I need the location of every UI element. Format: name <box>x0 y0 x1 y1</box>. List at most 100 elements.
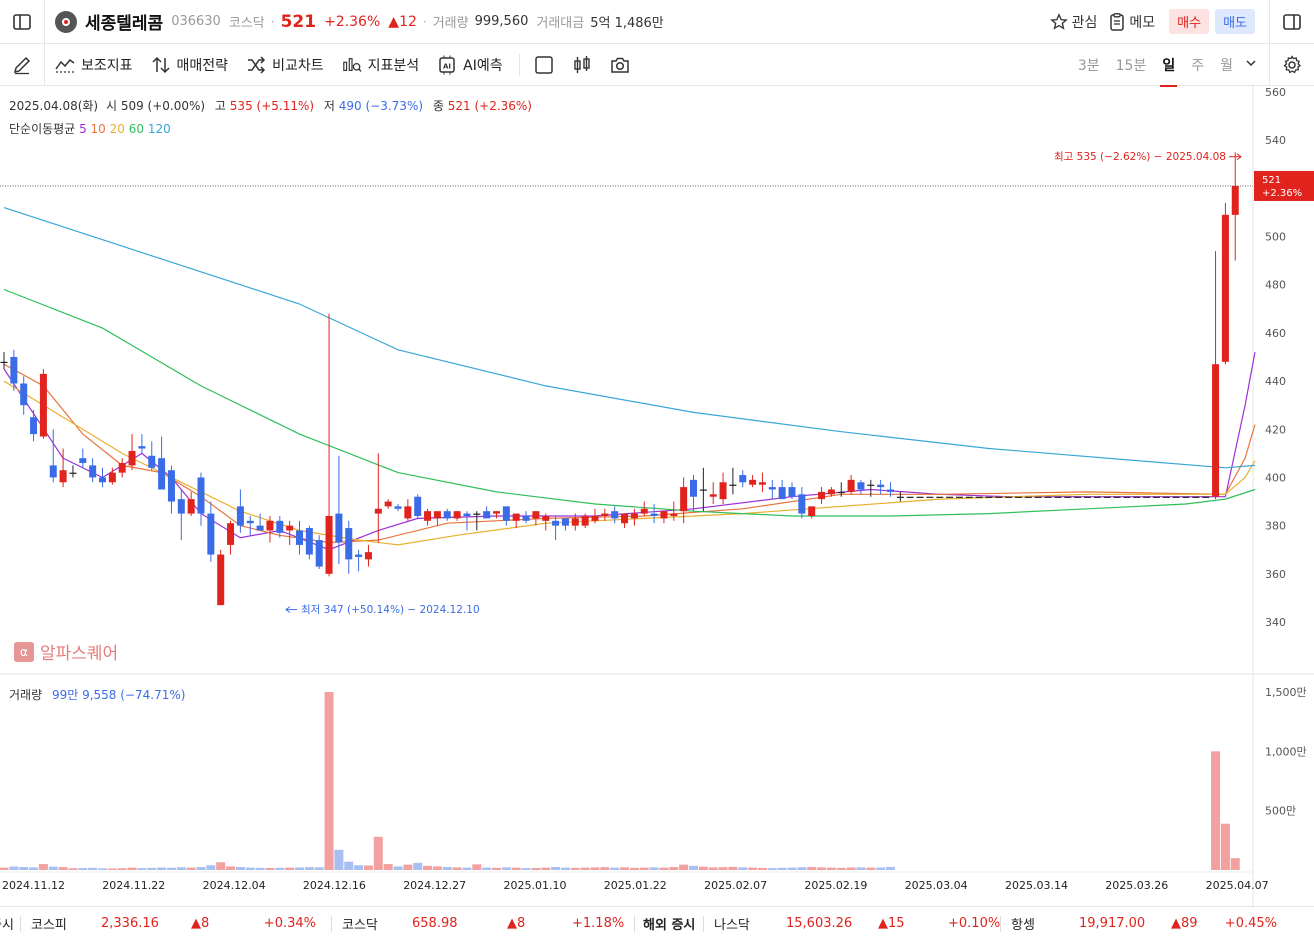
date-tick-label: 2024.12.27 <box>403 879 466 892</box>
tool-indicators[interactable]: 보조지표 <box>55 55 133 75</box>
volume-bar <box>570 867 580 870</box>
volume-bar <box>58 867 68 870</box>
candle-body <box>778 487 786 500</box>
volume-bar <box>836 867 846 870</box>
layout-button[interactable] <box>534 55 554 75</box>
period-week[interactable]: 주 <box>1191 57 1205 74</box>
period-3min[interactable]: 3분 <box>1077 57 1100 74</box>
date-tick-label: 2025.01.10 <box>504 879 567 892</box>
settings-button[interactable] <box>1270 44 1314 86</box>
volume-bar <box>48 866 58 870</box>
candle-body <box>729 484 737 486</box>
candle-body <box>611 511 619 519</box>
pencil-icon <box>13 56 31 74</box>
volume-tick-label: 500만 <box>1265 805 1296 818</box>
gear-icon <box>1283 54 1302 73</box>
tool-analysis[interactable]: 지표분석 <box>342 55 419 75</box>
candle-body <box>1034 496 1042 498</box>
candle-body <box>0 361 8 364</box>
volume-bar <box>29 867 39 870</box>
volume-bar <box>472 864 482 870</box>
candle-body <box>1024 496 1032 498</box>
ma-10-line <box>3 363 1256 544</box>
candle-body <box>256 525 264 531</box>
divider <box>634 915 635 932</box>
candle-body <box>177 499 185 514</box>
ticker-item-overseas[interactable]: 해외 증시 <box>635 914 695 933</box>
candle-body <box>867 484 875 486</box>
candle-body <box>424 511 432 521</box>
candle-body <box>975 496 983 498</box>
memo-button[interactable]: 메모 <box>1109 12 1155 32</box>
candle-body <box>1103 496 1111 498</box>
ticker-item[interactable]: 증시 <box>0 914 20 933</box>
watch-label: 관심 <box>1071 14 1098 31</box>
stock-name[interactable]: 세종텔레콤 <box>85 14 164 34</box>
period-more-dropdown[interactable] <box>1245 57 1257 73</box>
candle-body <box>1005 496 1013 498</box>
price-chart[interactable]: 5605405004804604404204003803603401,500만1… <box>0 86 1314 906</box>
high-arrow-head <box>1236 153 1242 161</box>
ticker-item-kosdaq[interactable]: 코스닥 658.98 ▲8 +1.18% <box>332 914 624 933</box>
ticker-item-hangseng[interactable]: 항셍 19,917.00 ▲89 +0.45% <box>1001 914 1301 933</box>
candle-body <box>906 496 914 498</box>
volume-bar <box>1211 751 1221 870</box>
tool-strategy[interactable]: 매매전략 <box>151 55 228 75</box>
sidebar-toggle-button[interactable] <box>0 0 44 44</box>
candle-body <box>926 496 934 498</box>
watch-button[interactable]: 관심 <box>1049 12 1098 32</box>
volume-legend-label: 거래량 <box>9 688 43 702</box>
volume-bar <box>817 867 827 870</box>
candle-body <box>768 487 776 490</box>
candle-body <box>1143 496 1151 498</box>
ticker-change: ▲8 <box>507 916 526 931</box>
right-panel-toggle-button[interactable] <box>1270 0 1314 44</box>
candle-body <box>818 491 826 500</box>
volume-bar <box>649 867 659 870</box>
volume-bar <box>393 866 403 870</box>
candle-body <box>591 516 599 521</box>
draw-tool-button[interactable] <box>0 44 44 86</box>
volume-bar <box>846 867 856 870</box>
candle-body <box>1123 496 1131 498</box>
tool-ai-forecast[interactable]: AI AI예측 <box>437 55 503 75</box>
ticker-change-value: 8 <box>517 916 526 931</box>
screenshot-button[interactable] <box>610 56 630 74</box>
period-day[interactable]: 일 <box>1160 55 1178 87</box>
ticker-item-nasdaq[interactable]: 나스닥 15,603.26 ▲15 +0.10% <box>704 914 1000 933</box>
star-icon <box>1049 12 1068 30</box>
candle-body <box>1015 496 1023 498</box>
candle-body <box>315 540 323 567</box>
buy-button[interactable]: 매수 <box>1169 9 1210 34</box>
volume-bar <box>876 867 886 870</box>
chart-area[interactable]: 560 540 500 480 460 440 420 400 380 360 340 1,500만 1… <box>0 86 1314 906</box>
volume-bar <box>403 864 413 870</box>
volume-bar <box>659 867 669 870</box>
candle-body <box>946 496 954 498</box>
open-label: 시 <box>105 99 117 113</box>
candle-body <box>167 470 175 502</box>
sell-button[interactable]: 매도 <box>1215 9 1255 34</box>
candle-body <box>827 489 835 495</box>
ma-legend[interactable]: 단순이동평균 5 10 20 60 120 <box>9 120 171 137</box>
candle-body <box>138 446 146 449</box>
header-bar: 세종텔레콤 036630 코스닥 · 521 +2.36% ▲12 · 거래량 … <box>0 0 1314 44</box>
ticker-change-value: 89 <box>1181 916 1198 931</box>
candle-body <box>128 450 136 466</box>
candle-body <box>493 511 500 514</box>
candle-body <box>857 482 865 490</box>
ticker-item-kospi[interactable]: 코스피 2,336.16 ▲8 +0.34% <box>21 914 321 933</box>
volume-bar <box>560 867 570 870</box>
period-month[interactable]: 월 <box>1220 57 1233 74</box>
candle-body <box>739 475 747 483</box>
volume-bar <box>807 867 817 870</box>
tool-compare[interactable]: 비교차트 <box>246 55 324 75</box>
candle-body <box>601 513 609 516</box>
period-15min[interactable]: 15분 <box>1115 57 1147 74</box>
volume-label: 거래량 <box>432 16 469 31</box>
candle-body <box>1054 496 1062 498</box>
volume-bar <box>68 868 78 870</box>
volume-bar <box>196 867 206 870</box>
volume-bar <box>275 867 285 870</box>
chart-type-button[interactable] <box>572 55 592 75</box>
